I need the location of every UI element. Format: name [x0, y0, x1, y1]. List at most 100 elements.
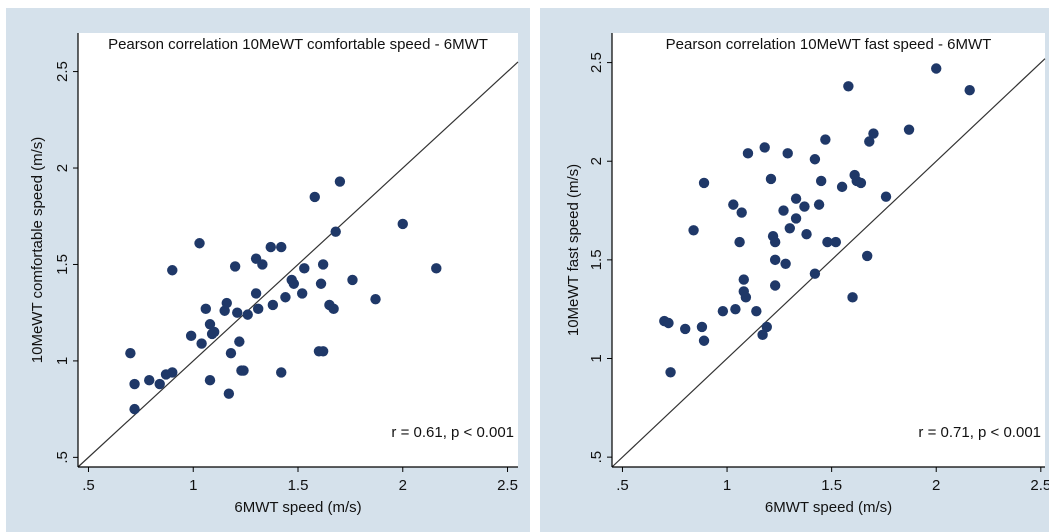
point [204, 319, 216, 330]
point [880, 191, 892, 202]
point [801, 229, 812, 240]
point [276, 367, 287, 378]
point [730, 303, 741, 315]
point [751, 305, 762, 317]
point [861, 250, 873, 262]
point [154, 378, 165, 390]
point [931, 63, 942, 74]
point [780, 258, 791, 270]
point [815, 175, 827, 187]
point [370, 293, 381, 305]
point [696, 321, 708, 333]
point [734, 236, 745, 248]
point [688, 225, 699, 236]
point [229, 261, 241, 272]
y-tick-label: 1.5 [588, 249, 605, 270]
point [267, 299, 279, 311]
point [280, 292, 291, 303]
point [167, 265, 178, 276]
y-tick-label: 2 [54, 164, 71, 172]
point [317, 259, 329, 270]
identity-line [77, 61, 519, 468]
point [223, 388, 235, 399]
point [784, 223, 796, 234]
point [347, 274, 358, 286]
point [276, 241, 287, 253]
point [208, 326, 220, 338]
y-tick-label: 2 [588, 157, 605, 165]
point [855, 177, 867, 189]
point [738, 274, 749, 285]
point [309, 191, 320, 203]
point [820, 134, 831, 145]
point [809, 268, 821, 279]
point [769, 236, 781, 248]
point [864, 136, 875, 147]
point [234, 336, 245, 347]
point [204, 375, 216, 386]
point [822, 236, 833, 248]
y-tick-label: 1 [54, 357, 71, 365]
x-axis-title: 6MWT speed (m/s) [765, 499, 892, 516]
x-tick-label: 1.5 [288, 477, 309, 494]
point [315, 278, 327, 289]
point [809, 154, 821, 165]
y-tick-label: 1 [588, 354, 605, 362]
point [843, 81, 854, 92]
point [903, 124, 915, 135]
annotation: r = 0.71, p < 0.001 [918, 424, 1041, 441]
point [317, 346, 329, 357]
point [813, 199, 825, 210]
x-tick-label: 1.5 [821, 477, 842, 494]
point [868, 128, 879, 139]
point [761, 321, 772, 333]
point [698, 335, 710, 346]
point [196, 338, 207, 349]
x-tick-label: 2 [399, 477, 407, 494]
x-tick-label: .5 [82, 477, 95, 494]
identity-line [611, 58, 1046, 468]
point [759, 142, 770, 153]
point [200, 303, 212, 315]
x-tick-label: 2.5 [497, 477, 518, 494]
point [328, 303, 339, 315]
point [790, 193, 802, 204]
point [232, 307, 243, 318]
point [129, 403, 140, 415]
point [663, 317, 674, 329]
point [221, 297, 232, 309]
x-axis-title: 6MWT speed (m/s) [234, 499, 361, 516]
y-tick-label: 1.5 [54, 254, 71, 275]
point [330, 226, 341, 237]
point [397, 218, 408, 230]
point [242, 309, 253, 320]
point [334, 176, 346, 187]
annotation: r = 0.61, p < 0.001 [391, 424, 514, 441]
point [431, 263, 442, 274]
x-tick-label: .5 [616, 477, 629, 494]
y-tick-label: .5 [54, 451, 71, 464]
point [250, 288, 262, 299]
point [799, 201, 810, 212]
point [698, 177, 710, 189]
point [740, 292, 752, 303]
point [765, 173, 777, 185]
point [299, 263, 310, 274]
y-axis-title: 10MeWT fast speed (m/s) [565, 164, 582, 336]
x-tick-label: 1 [189, 477, 197, 494]
point [296, 288, 308, 299]
y-tick-label: 2.5 [588, 52, 605, 73]
point [288, 278, 300, 289]
x-tick-label: 2 [932, 477, 940, 494]
plot-area [78, 33, 518, 467]
point [144, 375, 155, 386]
point [717, 305, 729, 317]
point [129, 378, 140, 390]
point [790, 213, 802, 224]
point [252, 303, 264, 315]
point [836, 181, 848, 193]
point [257, 259, 268, 270]
point [736, 207, 747, 218]
point [680, 323, 691, 335]
